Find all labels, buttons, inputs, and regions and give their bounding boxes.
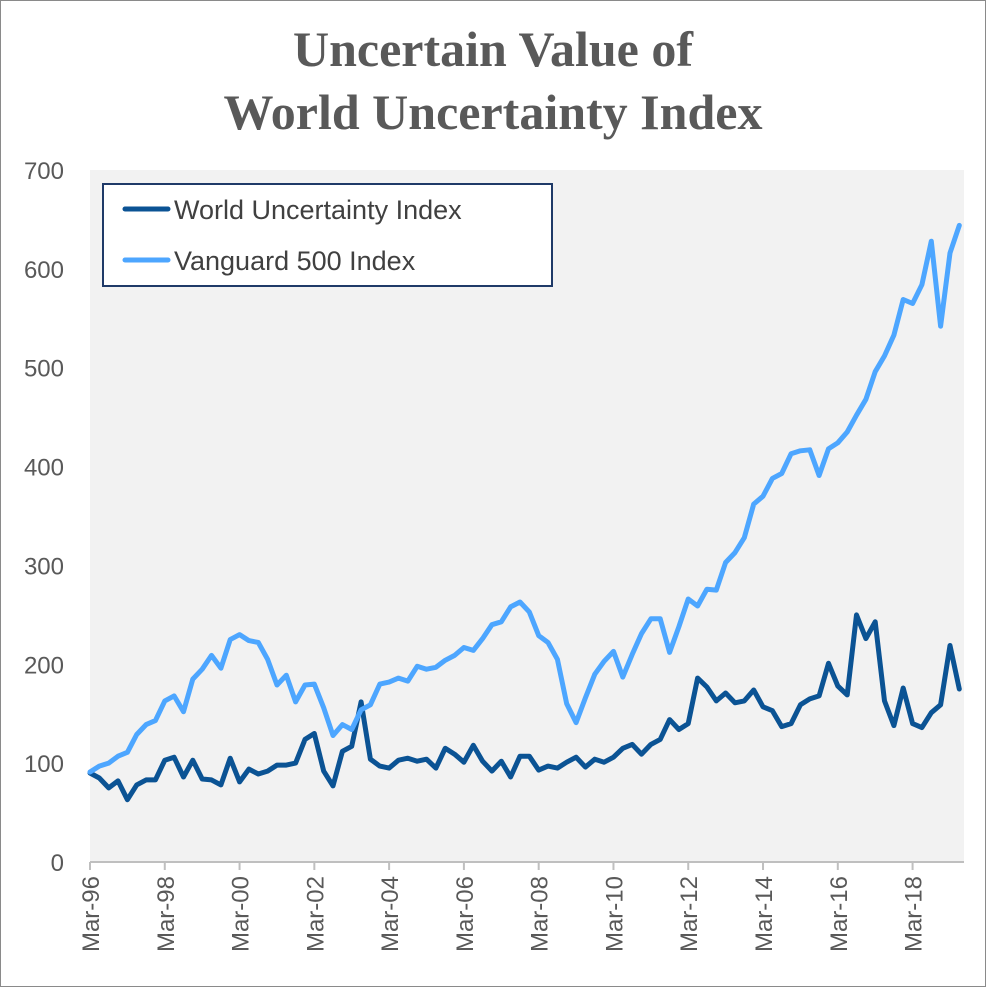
y-axis-tick-labels: 0 100 200 300 400 500 600 700 (24, 158, 64, 877)
x-tick-label: Mar-12 (676, 876, 703, 952)
series-1 (87, 612, 962, 803)
x-tick-label: Mar-08 (527, 876, 554, 952)
chart-title-line-2: World Uncertainty Index (223, 84, 763, 140)
series-2 (87, 222, 962, 775)
x-tick-label: Mar-00 (228, 876, 255, 952)
series-line (87, 612, 962, 803)
x-axis-tick-labels: Mar-96 Mar-98 Mar-00 Mar-02 Mar-04 Mar-06 Mar-… (78, 876, 928, 952)
y-tick-label: 500 (24, 356, 64, 383)
y-tick-label: 100 (24, 751, 64, 778)
x-tick-label: Mar-16 (826, 876, 853, 952)
y-tick-label: 600 (24, 257, 64, 284)
series-lines (87, 222, 962, 803)
chart-title: Uncertain Value of World Uncertainty Ind… (0, 18, 986, 144)
y-tick-label: 400 (24, 455, 64, 482)
y-tick-label: 700 (24, 158, 64, 185)
x-tick-label: Mar-96 (78, 876, 105, 952)
chart-title-line-1: Uncertain Value of (293, 21, 693, 77)
y-tick-label: 0 (51, 850, 64, 877)
x-tick-label: Mar-02 (302, 876, 329, 952)
x-tick-label: Mar-14 (751, 876, 778, 952)
x-tick-label: Mar-18 (901, 876, 928, 952)
x-tick-label: Mar-98 (153, 876, 180, 952)
y-tick-label: 300 (24, 553, 64, 580)
legend-box (102, 183, 553, 287)
legend-label: World Uncertainty Index (174, 195, 462, 225)
series-line (87, 222, 962, 775)
legend: World Uncertainty Index Vanguard 500 Inde… (102, 183, 553, 287)
x-tick-label: Mar-04 (377, 876, 404, 952)
x-axis-tick-marks (89, 862, 914, 870)
x-tick-label: Mar-06 (452, 876, 479, 952)
x-tick-label: Mar-10 (601, 876, 628, 952)
y-tick-label: 200 (24, 652, 64, 679)
legend-label: Vanguard 500 Index (174, 246, 416, 276)
